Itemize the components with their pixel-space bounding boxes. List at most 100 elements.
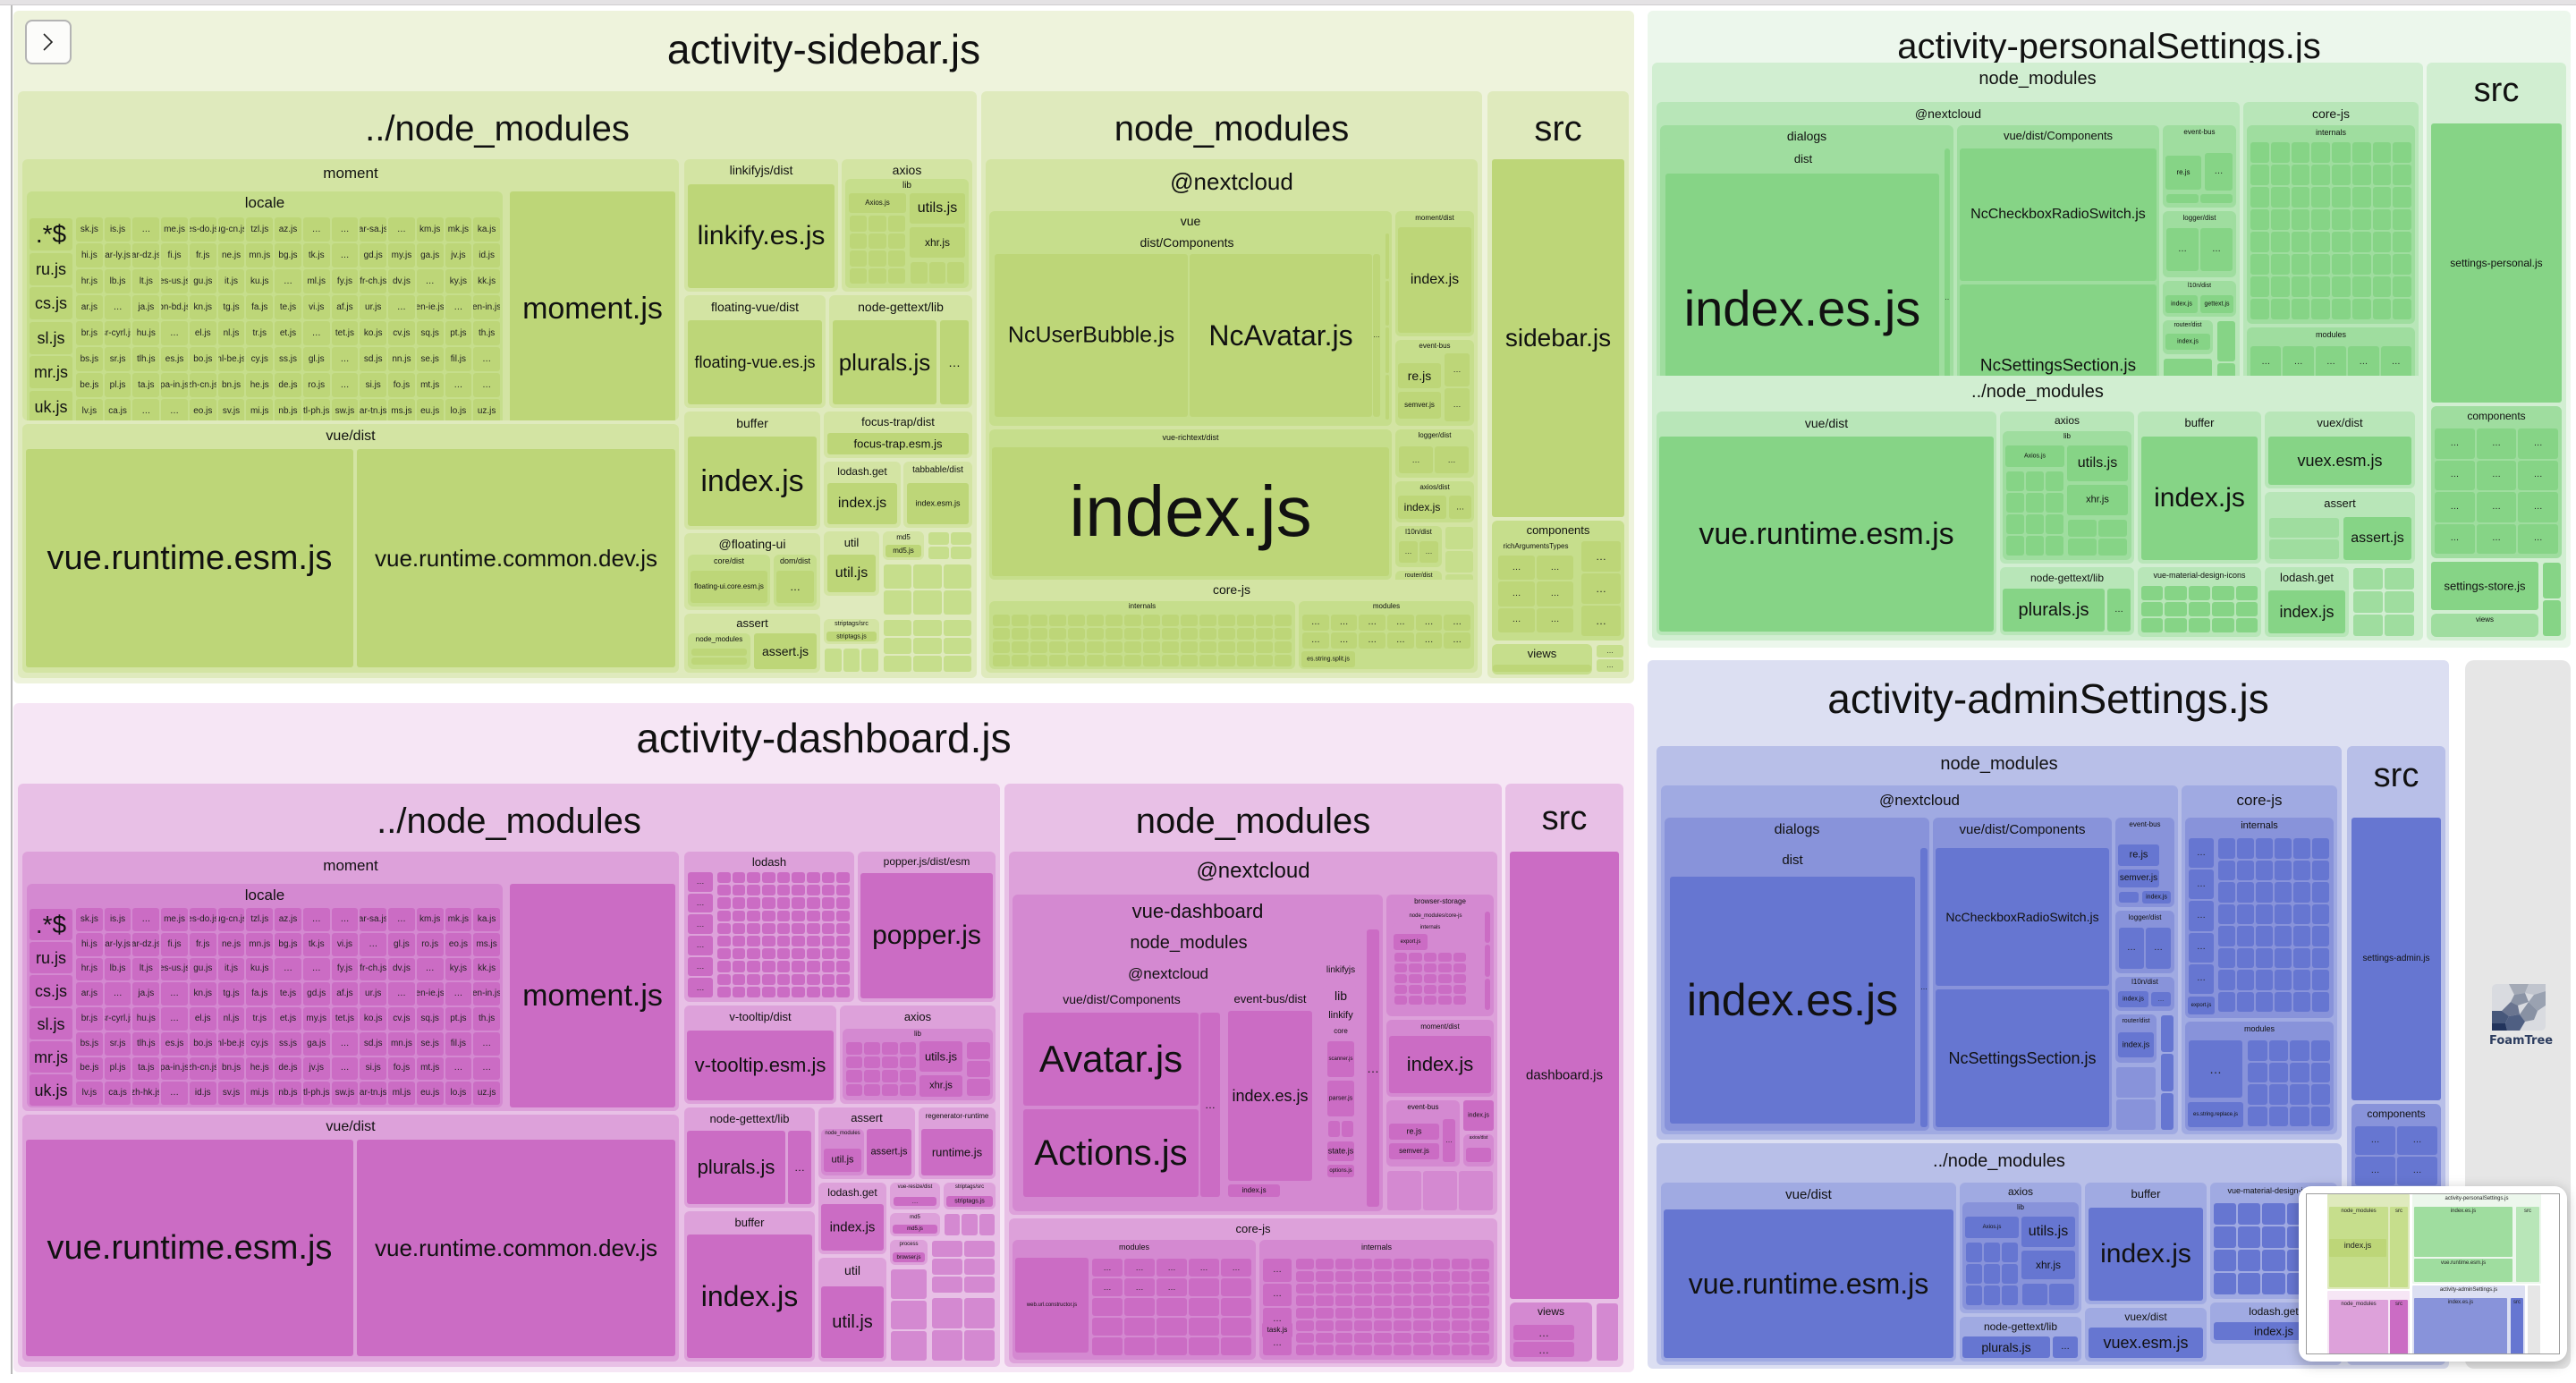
small-node[interactable]	[2237, 882, 2254, 903]
small-node[interactable]	[776, 885, 791, 896]
small-node[interactable]	[2046, 536, 2063, 556]
folder-dom-dist[interactable]: dom/dist…	[774, 555, 817, 607]
small-node[interactable]	[2256, 926, 2273, 946]
small-node[interactable]	[1181, 615, 1198, 626]
locale-file[interactable]: cs.js	[30, 975, 72, 1006]
small-node[interactable]	[2214, 1226, 2237, 1248]
folder-moment-dist[interactable]: moment/dist index.js	[1386, 1020, 1494, 1097]
locale-file[interactable]: th.js	[473, 321, 500, 345]
locale-file[interactable]: th.js	[473, 1007, 500, 1031]
small-node[interactable]	[2238, 1273, 2261, 1294]
small-node[interactable]	[732, 986, 746, 997]
small-node[interactable]	[1124, 1337, 1155, 1355]
small-node[interactable]	[967, 1060, 990, 1078]
small-node[interactable]	[836, 948, 850, 960]
small-node[interactable]	[947, 262, 964, 284]
folder-assert[interactable]: assert assert.js	[2265, 492, 2415, 564]
small-node[interactable]	[2293, 991, 2310, 1012]
small-node[interactable]: …	[2355, 1157, 2395, 1185]
small-node[interactable]	[1221, 1278, 1251, 1296]
file-node[interactable]: plurals.js	[687, 1131, 785, 1204]
small-node[interactable]	[2116, 1067, 2156, 1098]
small-node[interactable]	[900, 1056, 916, 1068]
locale-file[interactable]: tg.js	[217, 982, 245, 1005]
file-node[interactable]: state.js	[1327, 1141, 1354, 1161]
small-node[interactable]: …	[2518, 523, 2558, 554]
small-node[interactable]	[2262, 1250, 2285, 1271]
small-node[interactable]: …	[1444, 632, 1470, 649]
locale-file[interactable]: …	[331, 217, 359, 242]
locale-file[interactable]: …	[331, 243, 359, 267]
small-node[interactable]	[821, 897, 835, 909]
locale-file[interactable]: lo.js	[445, 399, 472, 420]
small-node[interactable]	[2372, 299, 2392, 319]
folder-moment[interactable]: moment locale .*$ ru.js cs.js sl.js mr.js uk.js…	[22, 852, 679, 1111]
small-node[interactable]	[747, 910, 760, 921]
small-node[interactable]	[1432, 1283, 1451, 1294]
small-node[interactable]: …	[2205, 153, 2233, 191]
locale-file[interactable]: es-do.js	[189, 217, 216, 242]
locale-file[interactable]: ja.js	[132, 295, 160, 319]
small-node[interactable]	[1423, 963, 1437, 972]
small-node[interactable]	[887, 233, 905, 249]
small-node[interactable]	[2270, 165, 2290, 185]
locale-file[interactable]: es-do.js	[189, 908, 216, 931]
small-node[interactable]	[1471, 1332, 1489, 1344]
locale-file[interactable]: sw.js	[331, 1082, 359, 1105]
small-node[interactable]	[1275, 641, 1292, 653]
small-node[interactable]	[1453, 996, 1466, 1005]
locale-file[interactable]: …	[473, 1056, 500, 1081]
small-node[interactable]	[928, 532, 949, 545]
small-node[interactable]	[2119, 892, 2139, 903]
small-node[interactable]	[1394, 1345, 1411, 1355]
small-node[interactable]	[913, 564, 942, 589]
locale-file[interactable]: fr.js	[189, 932, 216, 956]
file-node[interactable]: scanner.js	[1327, 1041, 1354, 1077]
small-node[interactable]	[1049, 641, 1066, 653]
locale-file[interactable]: gd.js	[302, 982, 330, 1005]
locale-file[interactable]: lb.js	[104, 269, 131, 293]
locale-file[interactable]: et.js	[275, 321, 301, 345]
small-node[interactable]	[836, 936, 850, 947]
small-node[interactable]	[1335, 1259, 1353, 1269]
small-node[interactable]	[1315, 1308, 1334, 1319]
locale-file[interactable]: …	[275, 957, 301, 981]
folder-router-dist[interactable]: router/dist index.js	[2115, 1014, 2157, 1063]
folder-process[interactable]: process browser.js	[890, 1240, 928, 1265]
small-node[interactable]	[1189, 1278, 1219, 1296]
small-node[interactable]	[1412, 1319, 1431, 1331]
small-node[interactable]	[2141, 586, 2164, 600]
locale-file[interactable]: zh-cn.js	[189, 373, 216, 397]
small-node[interactable]	[2214, 1203, 2237, 1225]
small-node[interactable]	[2256, 838, 2273, 859]
small-node[interactable]	[913, 638, 942, 654]
locale-file[interactable]: fr-ch.js	[360, 957, 387, 981]
small-node[interactable]	[1256, 655, 1273, 666]
locale-file[interactable]: lt.js	[132, 957, 160, 981]
file-node[interactable]: index.js	[827, 483, 897, 524]
file-node[interactable]: NcSettingsSection.js	[1936, 989, 2109, 1127]
folder-nextcloud[interactable]: @nextcloud vue-dashboard node_modules @next…	[1009, 852, 1497, 1215]
small-node[interactable]: …	[2250, 346, 2282, 378]
locale-file[interactable]: tet.js	[331, 321, 359, 345]
small-node[interactable]: …	[1498, 607, 1535, 632]
expand-sidebar-button[interactable]	[25, 20, 72, 64]
small-node[interactable]: …	[1537, 556, 1573, 581]
small-node[interactable]	[2372, 142, 2392, 163]
file-node[interactable]: plurals.js	[1962, 1336, 2050, 1358]
small-node[interactable]: …	[1445, 388, 1470, 421]
locale-file[interactable]: mi.js	[246, 399, 274, 420]
small-node[interactable]	[1438, 996, 1452, 1005]
file-node[interactable]: index.js	[2089, 1208, 2203, 1301]
small-node[interactable]	[1412, 1283, 1431, 1294]
small-node[interactable]: …	[688, 872, 713, 892]
folder-bs-internals[interactable]: internals export.js	[1392, 923, 1469, 1007]
small-node[interactable]: …	[1399, 446, 1433, 473]
small-node[interactable]	[1374, 1259, 1392, 1269]
folder-assert[interactable]: assert node_modules util.js assert.js	[818, 1107, 915, 1179]
small-node[interactable]: …	[1221, 1259, 1251, 1277]
locale-file[interactable]: …	[302, 957, 330, 981]
small-node[interactable]	[747, 961, 760, 972]
small-node[interactable]	[762, 973, 775, 985]
small-node[interactable]	[1092, 1298, 1123, 1316]
